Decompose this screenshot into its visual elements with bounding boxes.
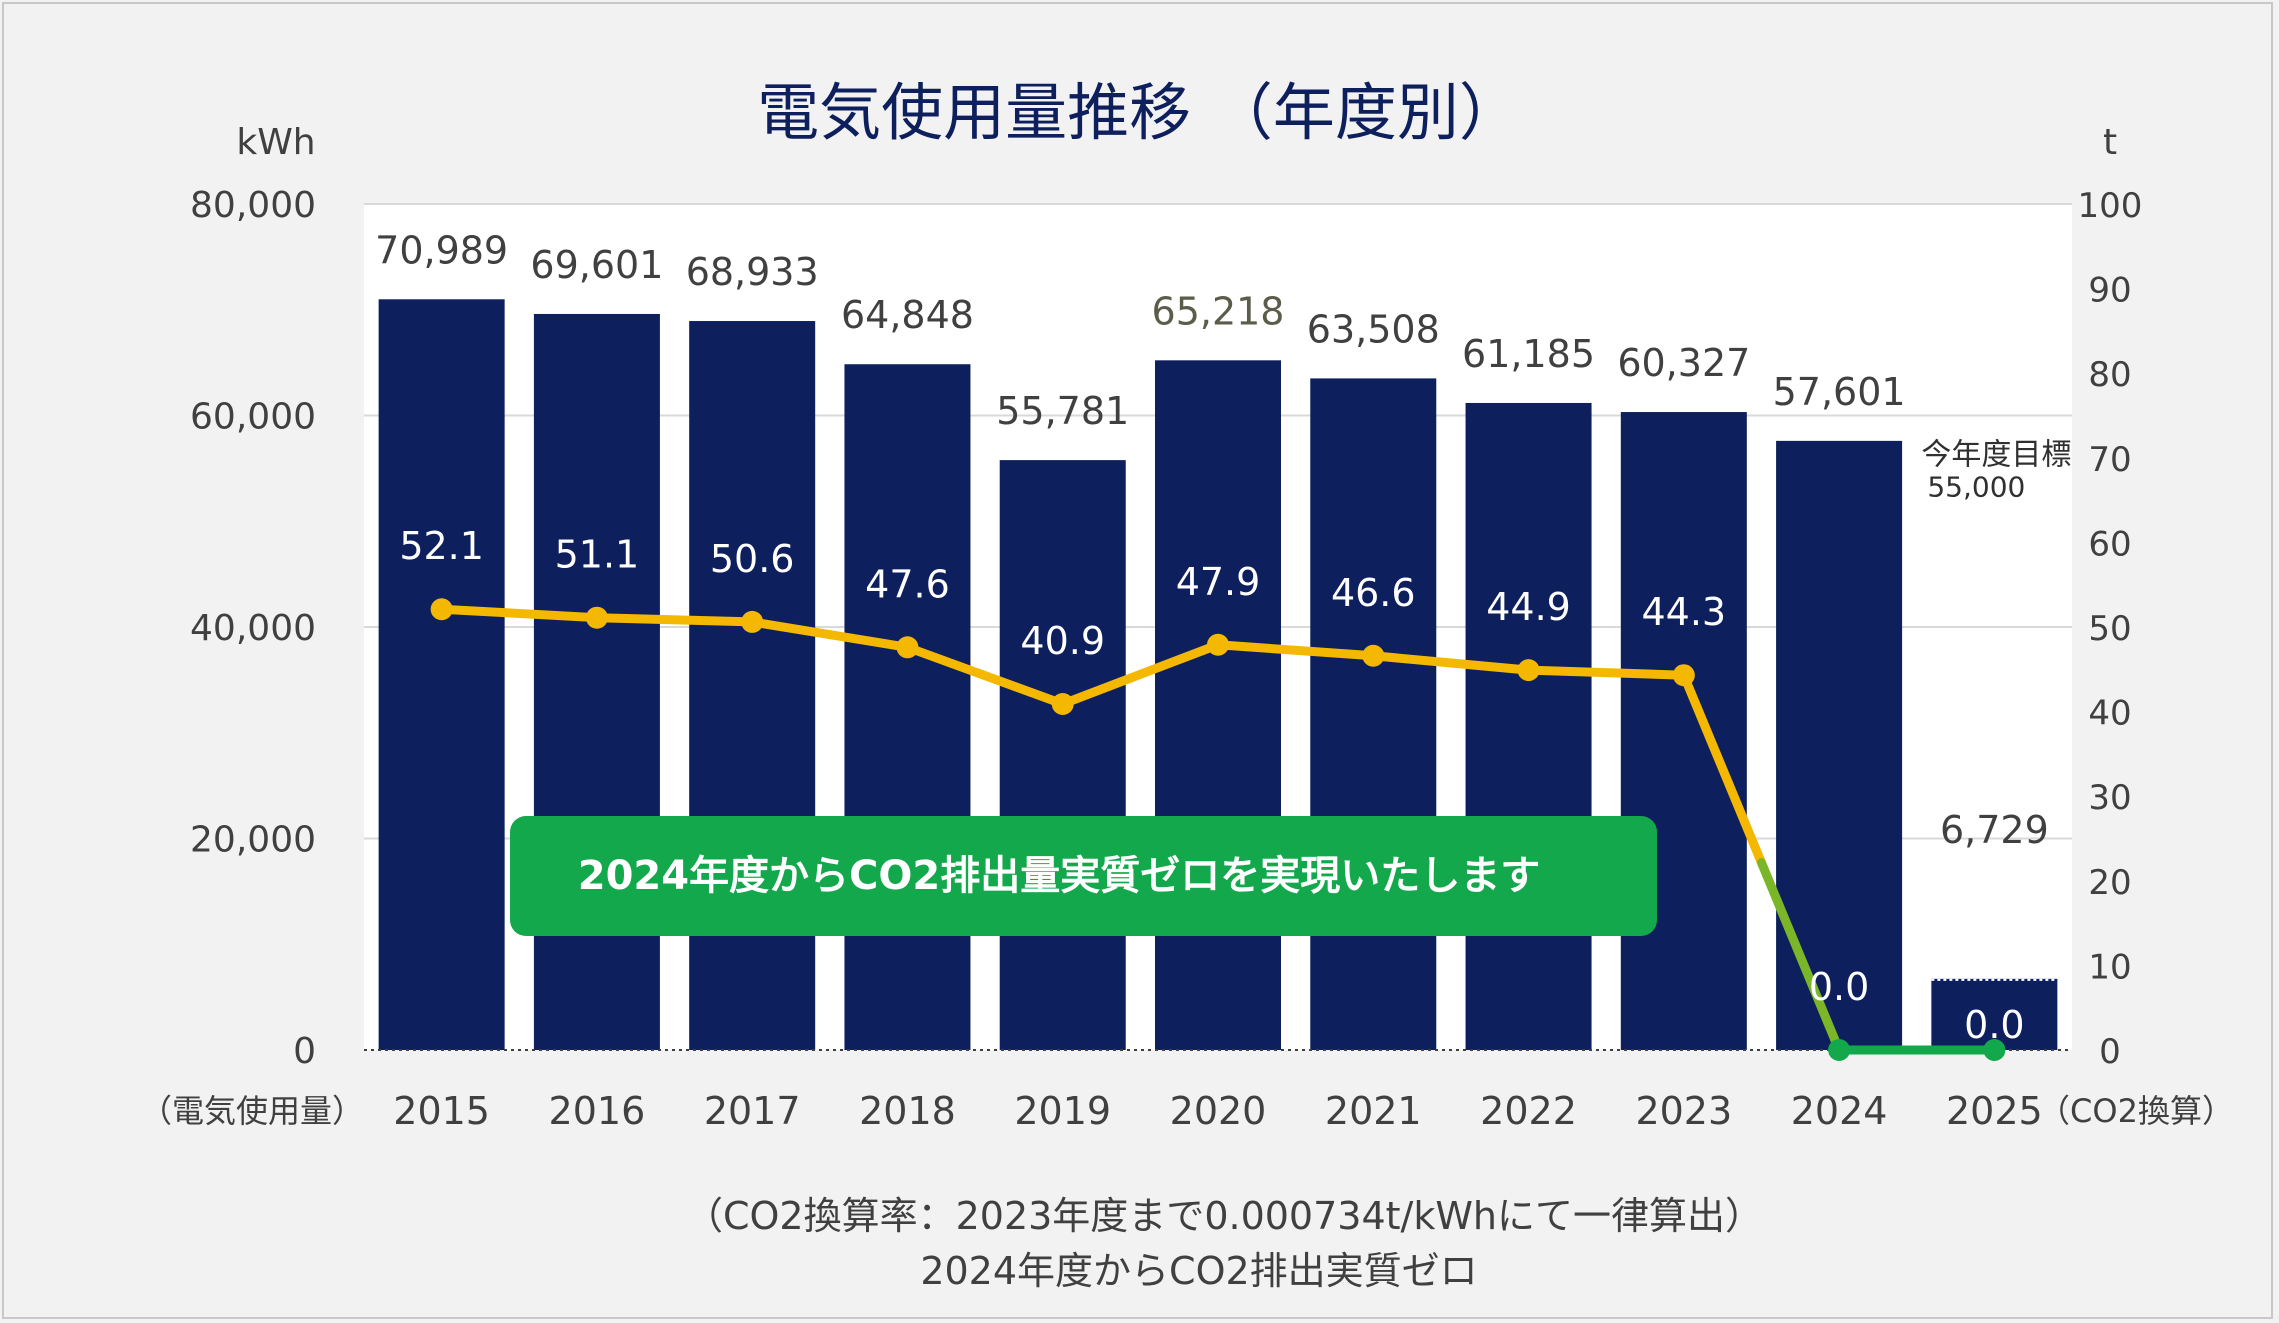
- right-tick-label: 80: [2088, 355, 2131, 395]
- category-label: 2021: [1325, 1089, 1422, 1133]
- line-point: [1207, 633, 1229, 656]
- line-point: [585, 606, 608, 629]
- right-axis-caption: （CO2換算）: [2038, 1092, 2234, 1130]
- bar: [1931, 978, 2058, 1050]
- line-segment: [1213, 640, 1378, 661]
- line-point: [1362, 644, 1385, 667]
- line-value-label: 44.9: [1486, 585, 1571, 629]
- line-value-label: 47.9: [1176, 560, 1261, 604]
- right-tick-label: 50: [2088, 609, 2131, 649]
- line-segment: [902, 642, 1068, 709]
- target-label: 今年度目標: [1921, 437, 2071, 472]
- banner-text: 2024年度からCO2排出量実質ゼロを実現いたします: [578, 853, 1541, 899]
- line-value-label: 44.3: [1642, 590, 1727, 634]
- line-value-label: 40.9: [1020, 619, 1105, 663]
- bar: [533, 313, 660, 1050]
- left-tick-label: 80,000: [190, 185, 316, 226]
- right-tick-label: 100: [2078, 186, 2143, 226]
- right-tick-label: 40: [2088, 694, 2131, 734]
- line-segment: [747, 617, 912, 652]
- line-point: [430, 598, 453, 621]
- right-tick-label: 0: [2099, 1032, 2121, 1072]
- line-value-label: 0.0: [1964, 1003, 2024, 1047]
- line-segment: [1058, 640, 1223, 709]
- left-tick-label: 60,000: [190, 397, 316, 438]
- line-point: [1672, 664, 1695, 687]
- category-label: 2017: [704, 1089, 801, 1133]
- line-segment: [1679, 670, 1766, 868]
- bar: [378, 299, 505, 1050]
- bar: [999, 460, 1126, 1050]
- target-value-label: 55,000: [1927, 470, 2025, 503]
- left-tick-label: 0: [293, 1031, 316, 1072]
- line-value-label: 51.1: [555, 533, 640, 577]
- footnote-line-1: （CO2換算率：2023年度まで0.000734t/kWhにて一律算出）: [685, 1194, 1763, 1238]
- chart-canvas: 電気使用量推移 （年度別） kWh t 0 20,000 40,000 60,000 8…: [140, 76, 2234, 1293]
- line-point: [1983, 1039, 2006, 1061]
- bar: [1776, 440, 1903, 1051]
- line-point: [896, 636, 919, 659]
- category-label: 2018: [859, 1089, 956, 1133]
- left-axis-caption: （電気使用量）: [140, 1092, 364, 1130]
- line-value-label: 0.0: [1809, 965, 1869, 1009]
- line-value-label: 47.6: [865, 562, 950, 606]
- line-segment: [1524, 665, 1689, 680]
- bar-value-label: 61,185: [1462, 332, 1595, 376]
- left-tick-label: 40,000: [190, 608, 316, 649]
- bar-value-label: 57,601: [1773, 370, 1906, 414]
- category-label: 2015: [393, 1089, 490, 1133]
- plot-area: 0 20,000 40,000 60,000 80,000 0 10 20 30 40 50 60 70…: [190, 185, 2142, 1133]
- bar-value-label: 64,848: [841, 293, 974, 337]
- chart-title: 電気使用量推移 （年度別）: [757, 76, 1521, 149]
- right-tick-label: 10: [2088, 947, 2131, 987]
- right-tick-label: 60: [2088, 524, 2131, 564]
- category-label: 2019: [1014, 1089, 1111, 1133]
- category-label: 2025: [1946, 1089, 2043, 1133]
- bar: [1155, 360, 1281, 1050]
- bar-value-label: 65,218: [1152, 289, 1285, 333]
- bar-value-label: 55,781: [996, 389, 1129, 433]
- bar: [1620, 412, 1747, 1050]
- left-unit-label: kWh: [236, 122, 315, 163]
- line-segment: [1368, 651, 1534, 675]
- line-point: [741, 610, 764, 633]
- category-label: 2016: [549, 1089, 646, 1133]
- right-tick-label: 70: [2088, 440, 2131, 480]
- line-point: [1828, 1039, 1851, 1061]
- line-value-label: 46.6: [1331, 571, 1416, 615]
- category-label: 2020: [1170, 1089, 1267, 1133]
- bar-value-label: 60,327: [1617, 341, 1750, 385]
- right-tick-label: 20: [2088, 863, 2131, 903]
- line-segment: [592, 613, 757, 627]
- category-label: 2022: [1480, 1089, 1577, 1133]
- footnote-line-2: 2024年度からCO2排出実質ゼロ: [920, 1249, 1477, 1293]
- line-segment: [1756, 858, 1844, 1055]
- bar-value-label: 6,729: [1940, 808, 2049, 852]
- bar: [844, 364, 971, 1050]
- right-tick-label: 30: [2088, 778, 2131, 818]
- bar-value-label: 70,989: [375, 228, 508, 272]
- bar: [1310, 378, 1437, 1050]
- line-value-label: 50.6: [710, 537, 795, 581]
- left-tick-label: 20,000: [190, 820, 316, 861]
- bar-value-label: 69,601: [530, 243, 663, 287]
- right-unit-label: t: [2103, 122, 2117, 163]
- line-point: [1051, 692, 1074, 715]
- line-value-label: 52.1: [399, 524, 484, 568]
- bar: [689, 321, 816, 1050]
- bar: [1465, 402, 1592, 1050]
- bar-value-label: 68,933: [686, 250, 819, 294]
- category-label: 2024: [1791, 1089, 1888, 1133]
- banner-box: [510, 816, 1657, 936]
- bar-value-label: 63,508: [1307, 307, 1440, 351]
- line-point: [1517, 659, 1540, 682]
- right-tick-label: 90: [2088, 271, 2131, 311]
- category-label: 2023: [1635, 1089, 1732, 1133]
- line-segment: [437, 604, 602, 623]
